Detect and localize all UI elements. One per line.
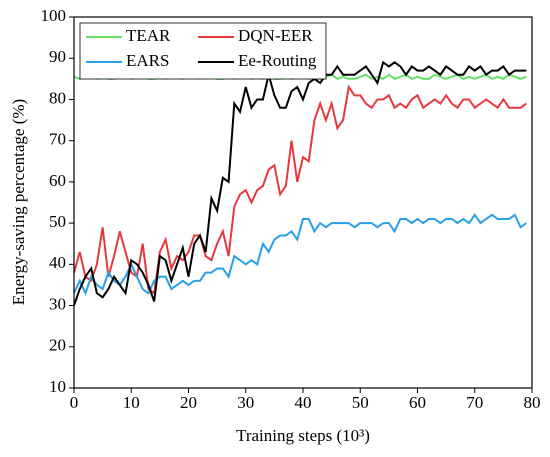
legend-label: DQN-EER — [238, 26, 313, 45]
x-tick-label: 10 — [123, 393, 140, 412]
y-tick-label: 80 — [49, 88, 66, 107]
y-tick-label: 70 — [49, 130, 66, 149]
y-tick-label: 20 — [49, 336, 66, 355]
y-tick-label: 30 — [49, 294, 66, 313]
legend-label: TEAR — [126, 26, 171, 45]
plot-frame — [73, 16, 533, 389]
y-tick-label: 40 — [49, 253, 66, 272]
series-line — [73, 84, 527, 295]
x-tick-label: 60 — [409, 393, 426, 412]
y-tick-label: 50 — [49, 212, 66, 231]
y-tick-label: 10 — [49, 377, 66, 396]
x-tick-label: 20 — [180, 393, 197, 412]
legend-label: Ee-Routing — [238, 51, 317, 70]
legend-label: EARS — [126, 51, 169, 70]
x-tick-label: 70 — [466, 393, 483, 412]
x-tick-label: 0 — [70, 393, 79, 412]
x-axis-label: Training steps (10³) — [236, 426, 370, 445]
series-line — [73, 213, 527, 296]
x-tick-label: 80 — [524, 393, 541, 412]
y-axis-label: Energy-saving percentage (%) — [9, 99, 28, 305]
y-tick-label: 100 — [41, 6, 67, 25]
legend-box — [79, 22, 327, 80]
x-tick-label: 50 — [352, 393, 369, 412]
x-tick-label: 40 — [295, 393, 312, 412]
series-line — [73, 60, 527, 306]
y-tick-label: 60 — [49, 171, 66, 190]
x-tick-label: 30 — [237, 393, 254, 412]
y-tick-label: 90 — [49, 47, 66, 66]
